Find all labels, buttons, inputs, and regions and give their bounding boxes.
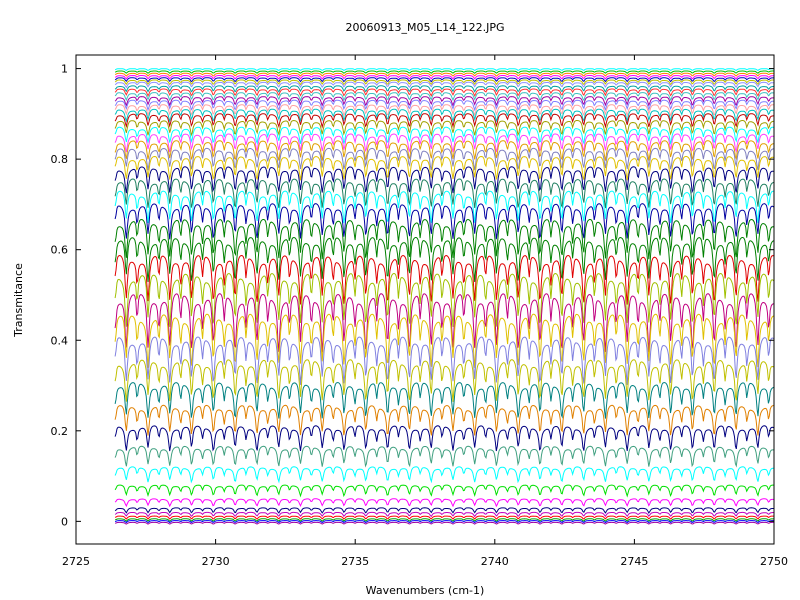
spectrum-series (114, 72, 774, 77)
spectrum-series (114, 140, 774, 162)
spectrum-series (114, 92, 775, 102)
spectrum-series (114, 515, 774, 520)
spectrum-series (114, 466, 775, 484)
spectrum-series (114, 521, 774, 525)
spectrum-series (114, 88, 774, 97)
spectrum-series (114, 104, 775, 118)
spectrum-series (114, 203, 775, 240)
spectrum-series (114, 313, 775, 368)
x-tick-label: 2745 (620, 555, 648, 568)
spectrum-series (114, 484, 774, 498)
y-tick-label: 0.8 (51, 153, 69, 166)
y-tick-label: 0.2 (51, 425, 69, 438)
spectrum-series (114, 113, 774, 129)
y-tick-label: 0 (61, 515, 68, 528)
spectrum-series (114, 126, 775, 146)
y-tick-label: 1 (61, 63, 68, 76)
y-axis-label: Transmitance (12, 263, 25, 338)
spectrum-series (114, 254, 775, 305)
x-tick-label: 2725 (62, 555, 90, 568)
spectrum-series (114, 336, 775, 385)
x-tick-label: 2750 (760, 555, 788, 568)
spectrum-series (114, 79, 775, 86)
x-axis-label: Wavenumbers (cm-1) (366, 584, 485, 597)
spectrum-series (114, 81, 774, 89)
spectrum-traces (114, 68, 775, 525)
spectrum-series (114, 74, 774, 80)
spectrum-series (114, 96, 775, 107)
x-tick-label: 2735 (341, 555, 369, 568)
spectrum-series (114, 425, 775, 452)
spectrum-series (114, 511, 774, 518)
spectrum-series (114, 147, 774, 171)
spectrum-series (114, 99, 775, 112)
y-tick-label: 0.6 (51, 244, 69, 257)
spectrum-series (114, 166, 775, 194)
spectrum-series (114, 404, 774, 436)
spectrum-series (114, 382, 775, 419)
spectrum-series (114, 507, 774, 514)
spectrum-series (114, 520, 774, 524)
spectrum-series (114, 445, 775, 468)
spectrum-series (114, 498, 775, 508)
chart-title: 20060913_M05_L14_122.JPG (346, 21, 505, 34)
y-tick-label: 0.4 (51, 334, 69, 347)
spectrum-series (114, 236, 775, 282)
axis-ticks: 2725 2730 2735 2740 2745 2750 0 0.2 0.4 0.6 0.8 1 (51, 55, 788, 568)
spectrum-series (114, 85, 774, 93)
x-tick-label: 2730 (202, 555, 230, 568)
spectrum-series (114, 359, 775, 402)
spectrum-series (114, 77, 774, 83)
plot-frame (75, 54, 775, 545)
spectrum-series (114, 70, 774, 74)
spectrum-series (114, 190, 775, 224)
spectrum-series (114, 68, 774, 71)
spectrum-series (114, 155, 775, 181)
x-tick-label: 2740 (481, 555, 509, 568)
spectrum-series (114, 293, 775, 353)
spectrum-series (114, 218, 775, 260)
spectrum-series (114, 178, 775, 209)
spectrum-series (114, 119, 775, 137)
spectrum-series (114, 518, 774, 522)
spectrum-series (114, 108, 775, 123)
spectrum-series (114, 272, 775, 327)
spectrum-series (114, 133, 775, 154)
